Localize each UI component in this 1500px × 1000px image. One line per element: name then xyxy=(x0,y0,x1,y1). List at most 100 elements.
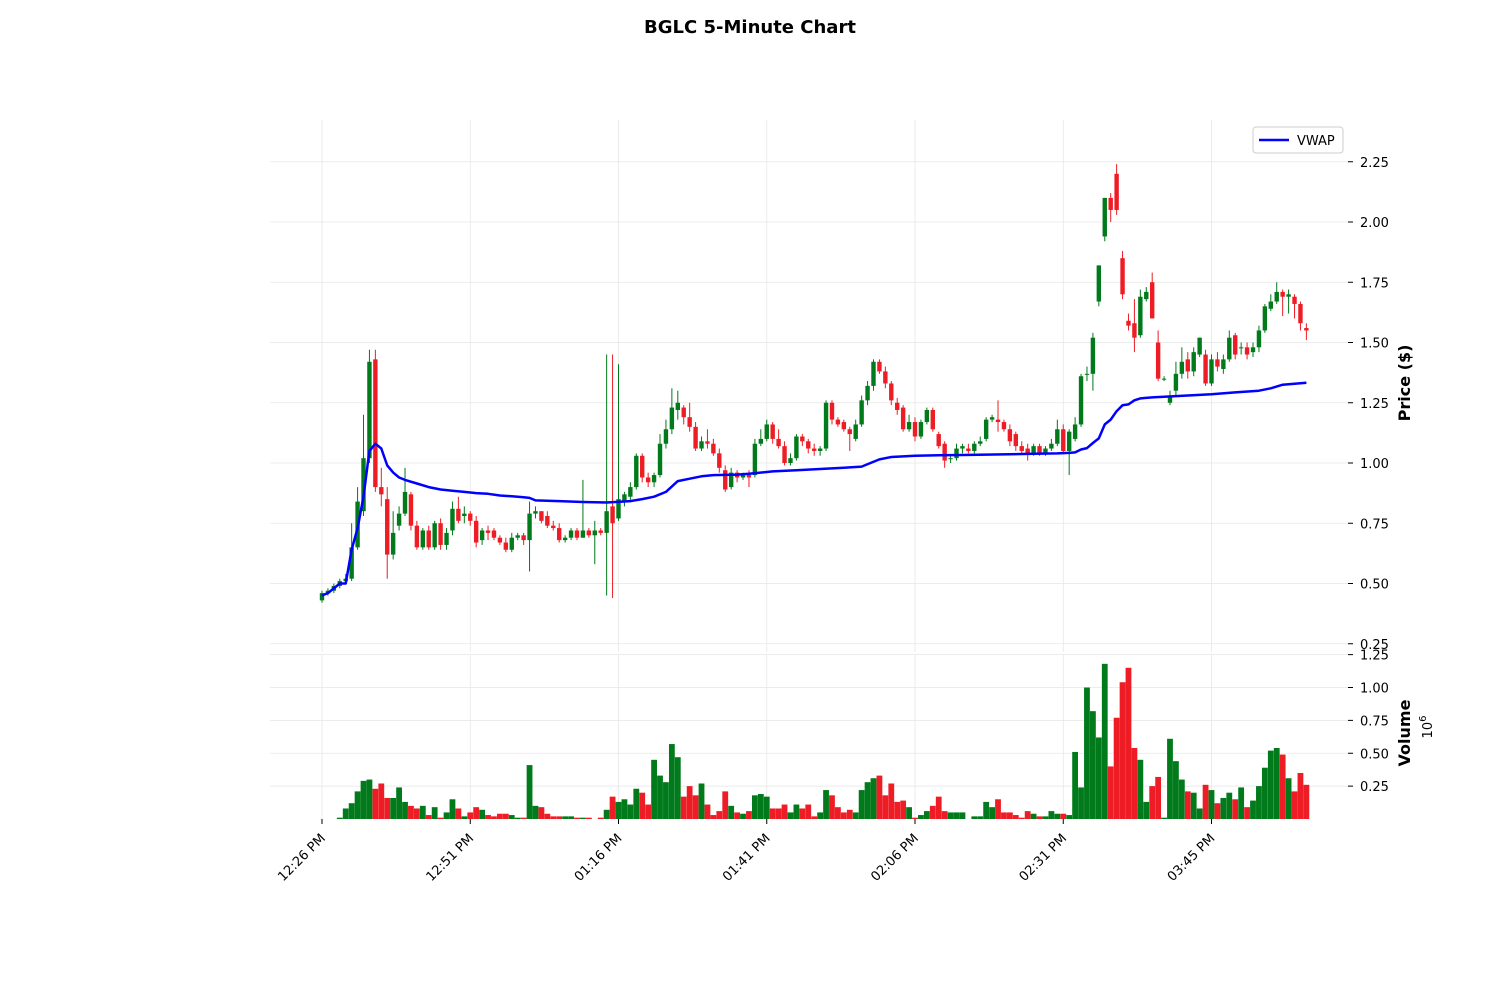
candle-body xyxy=(942,443,947,461)
candle-body xyxy=(1262,306,1268,331)
volume-bar xyxy=(342,808,349,819)
candle-body xyxy=(408,494,414,526)
candle-body xyxy=(900,407,906,430)
candle-body xyxy=(634,455,639,488)
candle-body xyxy=(462,513,467,517)
candle-body xyxy=(1126,320,1131,326)
volume-bar xyxy=(763,796,770,819)
candle-body xyxy=(1221,359,1226,370)
volume-bar xyxy=(520,817,527,819)
volume-bar xyxy=(467,812,474,819)
volume-bar xyxy=(716,811,723,819)
axes: 0.25 0.50 0.75 1.00 1.25 1.50 1.75 2.00 2.25 0.25… xyxy=(275,156,1389,885)
candles xyxy=(319,164,1309,603)
volume-bar xyxy=(846,809,853,819)
candle-body xyxy=(859,400,864,425)
candle-body xyxy=(983,419,989,439)
candle-body xyxy=(1031,446,1036,454)
volume-bar xyxy=(550,816,557,819)
candle-body xyxy=(889,383,894,401)
candle-body xyxy=(361,458,366,512)
volume-exponent: 106 xyxy=(1418,716,1436,739)
candle-body xyxy=(1037,446,1042,454)
volume-bar xyxy=(1137,759,1144,819)
volume-bar xyxy=(757,794,764,819)
volume-bar xyxy=(1107,766,1114,819)
volume-bar xyxy=(876,775,883,819)
volume-bar xyxy=(372,788,379,819)
candle-body xyxy=(1025,448,1030,454)
volume-bar xyxy=(1291,791,1298,819)
chart-title: BGLC 5-Minute Chart xyxy=(644,17,856,38)
volume-bar xyxy=(983,801,990,819)
candle-body xyxy=(385,499,390,555)
volume-bar xyxy=(633,788,640,819)
candle-body xyxy=(373,359,378,488)
candle-body xyxy=(806,441,811,449)
volume-bar xyxy=(621,799,628,819)
volume-bar xyxy=(378,783,385,819)
volume-bar xyxy=(1113,717,1120,819)
candle-body xyxy=(1161,378,1167,380)
volume-bar xyxy=(710,815,717,819)
candle-body xyxy=(1155,342,1161,379)
candle-body xyxy=(468,513,473,521)
volume-bar xyxy=(734,812,740,819)
candle-body xyxy=(1292,296,1297,304)
candle-body xyxy=(817,448,823,451)
candle-body xyxy=(1286,294,1291,297)
price-axis-title: Price ($) xyxy=(1395,345,1414,422)
candle-body xyxy=(895,402,900,410)
candle-body xyxy=(1274,291,1279,302)
vwap-series xyxy=(321,381,1307,597)
volume-bar xyxy=(674,757,681,819)
volume-bar xyxy=(1167,738,1173,819)
volume-bar xyxy=(1072,751,1079,819)
volume-tick-label: 0.25 xyxy=(1360,780,1389,795)
candle-body xyxy=(497,537,503,543)
candle-body xyxy=(960,446,965,449)
candle-body xyxy=(865,385,870,401)
candle-body xyxy=(503,542,509,550)
volume-bar xyxy=(473,807,480,819)
candle-body xyxy=(598,530,603,533)
candle-body xyxy=(675,402,680,410)
volume-bar xyxy=(544,813,551,819)
volume-bar xyxy=(366,779,373,819)
time-tick-label: 02:31 PM xyxy=(1017,831,1070,884)
volume-bar xyxy=(491,816,497,819)
legend-frame xyxy=(1252,126,1344,154)
volume-bar xyxy=(1149,786,1156,819)
candle-body xyxy=(1167,395,1173,403)
candle-body xyxy=(1078,376,1084,425)
candle-body xyxy=(1049,443,1054,449)
volume-bar xyxy=(479,809,486,819)
candle-body xyxy=(1144,291,1149,300)
candle-body xyxy=(551,525,556,529)
candle-body xyxy=(485,530,491,533)
candle-body xyxy=(758,438,764,444)
volume-bar xyxy=(722,791,729,819)
volume-bar xyxy=(858,790,865,819)
volume-bar xyxy=(728,805,735,819)
volume-bars xyxy=(336,663,1310,819)
candle-body xyxy=(1102,197,1107,237)
volume-bar xyxy=(870,778,877,819)
candle-body xyxy=(681,407,686,418)
candle-body xyxy=(1090,337,1096,374)
candle-body xyxy=(972,443,977,451)
candle-body xyxy=(319,593,325,601)
candle-body xyxy=(669,407,675,430)
candle-body xyxy=(912,422,918,437)
candle-body xyxy=(426,530,431,548)
candle-body xyxy=(473,520,479,543)
candle-body xyxy=(811,448,817,451)
candle-body xyxy=(1043,448,1048,454)
volume-bar xyxy=(1250,800,1256,819)
volume-bar xyxy=(1006,812,1013,819)
candle-body xyxy=(883,371,888,384)
candle-body xyxy=(349,547,354,579)
candle-body xyxy=(1238,347,1244,349)
volume-bar xyxy=(425,815,432,819)
candle-body xyxy=(1250,347,1256,353)
